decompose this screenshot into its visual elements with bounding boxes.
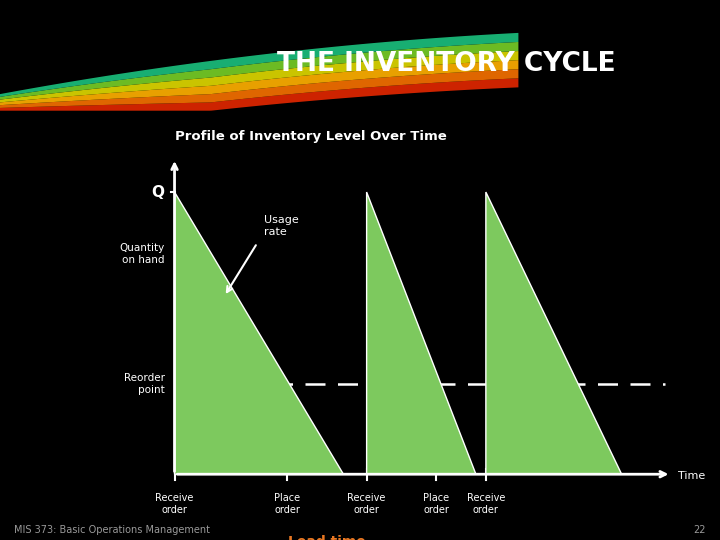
Polygon shape (0, 33, 518, 97)
Text: Time: Time (678, 471, 705, 481)
Text: Q: Q (152, 185, 165, 200)
Text: Receive
order: Receive order (467, 492, 505, 515)
Polygon shape (174, 192, 343, 474)
Text: Profile of Inventory Level Over Time: Profile of Inventory Level Over Time (174, 130, 446, 143)
Polygon shape (0, 78, 518, 111)
Polygon shape (486, 192, 621, 474)
Polygon shape (0, 42, 518, 99)
Text: Usage
rate: Usage rate (264, 215, 299, 237)
Text: Receive
order: Receive order (348, 492, 386, 515)
Text: Place
order: Place order (423, 492, 449, 515)
Polygon shape (0, 69, 518, 108)
Text: Place
order: Place order (274, 492, 300, 515)
Polygon shape (0, 51, 518, 103)
Text: Lead time: Lead time (288, 535, 366, 540)
Polygon shape (0, 60, 518, 105)
Text: Quantity
on hand: Quantity on hand (120, 244, 165, 265)
Text: Receive
order: Receive order (156, 492, 194, 515)
Text: MIS 373: Basic Operations Management: MIS 373: Basic Operations Management (14, 524, 210, 535)
Text: 22: 22 (693, 524, 706, 535)
Text: THE INVENTORY CYCLE: THE INVENTORY CYCLE (277, 51, 616, 77)
Polygon shape (366, 192, 476, 474)
Text: Reorder
point: Reorder point (124, 373, 165, 395)
